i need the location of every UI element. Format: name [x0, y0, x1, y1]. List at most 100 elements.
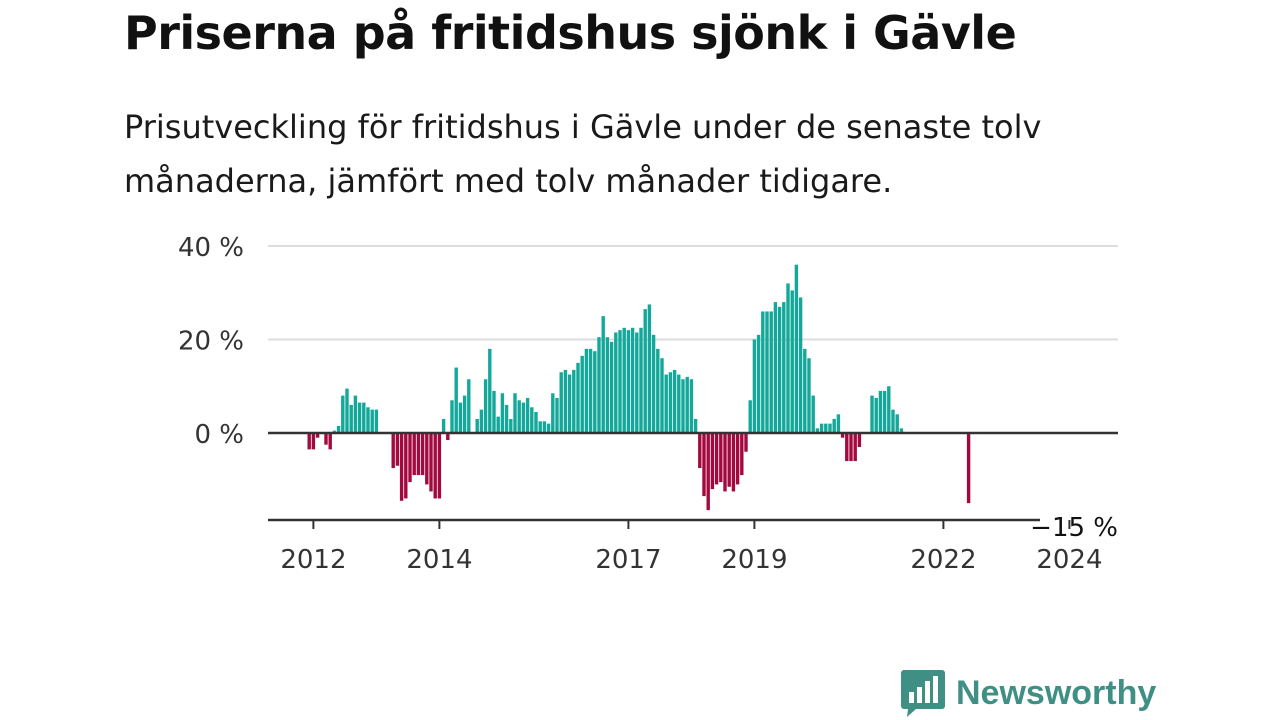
bar: [349, 404, 353, 433]
bar: [412, 433, 416, 476]
chart-subtitle: Prisutveckling för fritidshus i Gävle un…: [124, 108, 1042, 200]
bar: [710, 433, 715, 490]
y-tick-label: 0 %: [194, 420, 244, 450]
bar: [685, 376, 689, 433]
bar: [681, 379, 685, 433]
bar: [698, 433, 702, 469]
bar: [395, 433, 400, 466]
bar: [693, 418, 698, 433]
bar: [353, 395, 358, 433]
bar: [588, 348, 593, 433]
bar: [357, 402, 362, 433]
bar: [504, 404, 509, 433]
x-tick-label: 2019: [721, 545, 787, 575]
bar: [882, 390, 887, 433]
bar: [496, 416, 500, 433]
x-tick-label: 2024: [1036, 545, 1102, 575]
bar: [966, 433, 971, 504]
bar: [458, 402, 463, 433]
bar: [618, 330, 622, 433]
bar: [664, 374, 668, 433]
bar: [563, 369, 568, 433]
bar: [366, 407, 370, 433]
bar: [609, 341, 614, 433]
bar: [740, 433, 744, 476]
bar: [651, 334, 656, 433]
bar: [849, 433, 853, 462]
bar: [576, 362, 580, 433]
bar: [530, 407, 534, 433]
bar: [341, 395, 345, 433]
bar: [790, 290, 794, 433]
bar: [542, 421, 547, 433]
bar: [454, 367, 458, 433]
bar: [467, 379, 471, 433]
bar: [622, 327, 626, 433]
bar: [336, 425, 341, 433]
bar: [845, 433, 849, 462]
bar: [446, 433, 450, 441]
bar: [773, 302, 778, 433]
bar: [735, 433, 740, 485]
bar: [525, 397, 530, 433]
bar: [815, 428, 820, 433]
bar: [538, 421, 542, 433]
bar: [509, 418, 513, 433]
brand-name: Newsworthy: [956, 673, 1157, 712]
bar: [462, 395, 467, 433]
bar: [635, 332, 639, 433]
bar: [824, 423, 828, 433]
bar: [828, 423, 832, 433]
y-axis-labels: 40 % 20 % 0 %: [178, 233, 244, 450]
bar: [475, 418, 479, 433]
y-tick-label: 40 %: [178, 233, 244, 263]
bar: [521, 402, 526, 433]
bar: [714, 433, 719, 485]
bar: [660, 358, 664, 433]
bar: [870, 395, 874, 433]
bar: [500, 393, 505, 433]
bar: [723, 433, 727, 492]
bar: [794, 264, 799, 433]
bar: [874, 397, 878, 433]
bar: [643, 309, 647, 433]
bar-chart-speech-bubble-icon: [901, 670, 945, 717]
x-tick-label: 2017: [595, 545, 661, 575]
bar: [559, 372, 563, 433]
bar: [819, 423, 824, 433]
bar: [626, 330, 631, 433]
bar: [647, 304, 652, 433]
bar: [433, 433, 437, 499]
bar: [567, 374, 572, 433]
bar: [719, 433, 723, 483]
x-tick-label: 2014: [406, 545, 472, 575]
bar: [672, 369, 677, 433]
bar: [584, 348, 589, 433]
bar: [702, 433, 706, 497]
bar: [408, 433, 412, 483]
y-tick-label: 20 %: [178, 327, 244, 357]
bar: [769, 311, 773, 433]
bar: [517, 400, 521, 433]
bar: [836, 414, 841, 433]
gridlines: [268, 245, 1118, 341]
bar: [668, 372, 673, 433]
newsworthy-logo: Newsworthy: [900, 668, 1156, 718]
bar: [803, 348, 807, 433]
bar: [450, 400, 454, 433]
bar: [479, 409, 484, 433]
bar: [706, 433, 710, 511]
bar: [572, 369, 576, 433]
bar: [639, 327, 643, 433]
bar: [807, 358, 811, 433]
x-tick-label: 2022: [910, 545, 976, 575]
bar: [777, 306, 782, 433]
bar: [895, 414, 899, 433]
bar: [857, 433, 862, 448]
bar: [437, 433, 442, 499]
bar: [345, 388, 349, 433]
bar: [425, 433, 429, 485]
bar: [416, 433, 421, 476]
bar: [656, 348, 660, 433]
bar: [513, 393, 517, 433]
